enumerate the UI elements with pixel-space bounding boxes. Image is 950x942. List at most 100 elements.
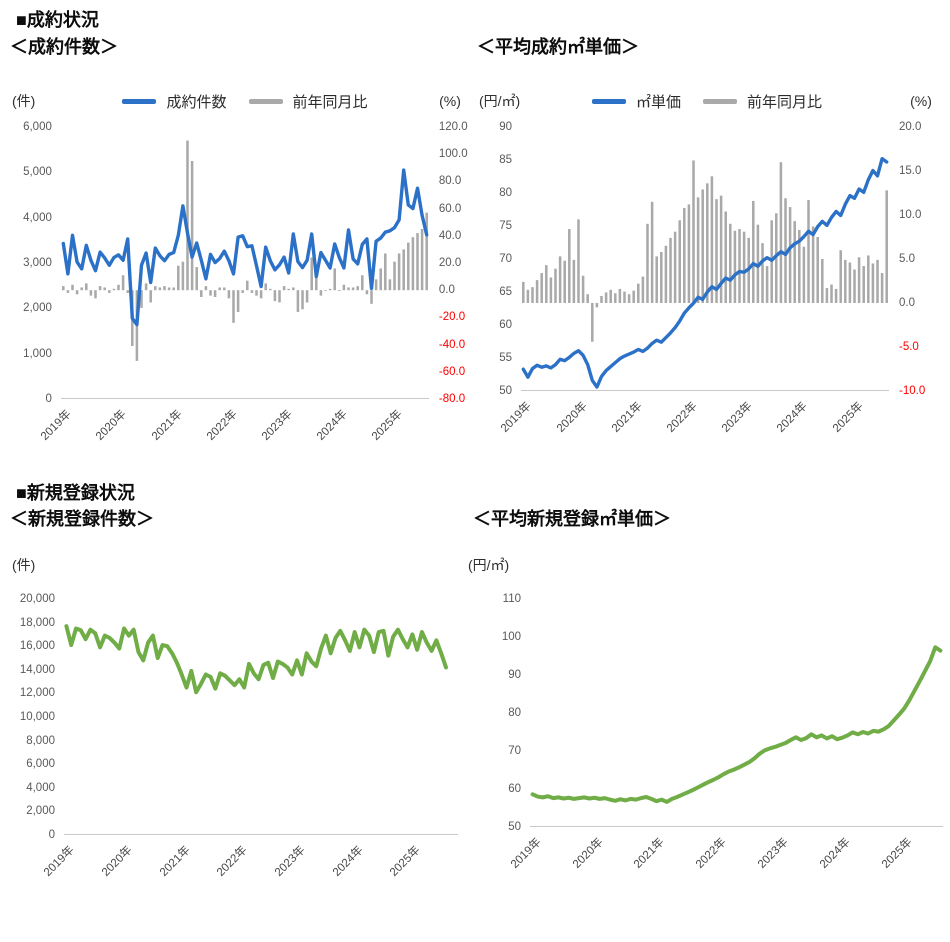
y-tick-label: 80 bbox=[508, 707, 521, 719]
y-tick-label: 55 bbox=[499, 352, 512, 364]
y-tick-label: 110 bbox=[502, 593, 521, 605]
y-tick-label: -80.0 bbox=[438, 393, 466, 405]
x-tick-label: 2024年 bbox=[330, 844, 366, 879]
legend-swatch-icon bbox=[703, 98, 737, 104]
y-tick-label: 6,000 bbox=[26, 758, 55, 771]
y-tick-label: 12,000 bbox=[19, 687, 55, 700]
plot-area: 2019年 2020年 2021年 2022年 2023年 2024年 2025年 bbox=[499, 127, 889, 447]
plot-row: 110 100 90 80 70 60 50 2019年 2020年 2021年 2022年 202… bbox=[460, 593, 949, 883]
x-axis-ticks: 2019年 2020年 2021年 2022年 2023年 2024年 2025年 bbox=[508, 827, 943, 883]
y-tick-label: 65 bbox=[499, 286, 512, 298]
plot-area: 2019年 2020年 2021年 2022年 2023年 2024年 2025年 bbox=[39, 127, 429, 455]
right-axis-unit: (%) bbox=[439, 93, 461, 109]
y-tick-label: 60 bbox=[499, 319, 512, 331]
y-tick-label: 100 bbox=[501, 631, 521, 643]
legend-label: 成約件数 bbox=[166, 93, 227, 111]
y-tick-label: 16,000 bbox=[19, 640, 55, 653]
legend-swatch-icon bbox=[122, 98, 157, 104]
x-tick-label: 2019年 bbox=[499, 400, 534, 435]
y-tick-label: 18,000 bbox=[19, 616, 55, 629]
plot-row: 6,000 5,000 4,000 3,000 2,000 1,000 0 2019年 202… bbox=[6, 121, 472, 455]
legend-item: ㎡単価 bbox=[591, 91, 681, 112]
legend-label: 前年同月比 bbox=[747, 93, 823, 111]
y-axis-left-ticks: 20,000 18,000 16,000 14,000 12,000 10,000 8,00… bbox=[6, 593, 64, 841]
x-tick-label: 2023年 bbox=[756, 836, 791, 871]
left-axis-unit: (円/㎡) bbox=[468, 557, 510, 573]
x-tick-label: 2021年 bbox=[157, 844, 193, 879]
y-axis-right-ticks: 120.0 100.0 80.0 60.0 40.0 20.0 0.0 -20.0 -40.0 -… bbox=[429, 121, 472, 405]
chart-canvas bbox=[60, 127, 429, 399]
y-tick-label: 50 bbox=[499, 385, 512, 397]
y-tick-label: -10.0 bbox=[899, 385, 926, 397]
y-tick-label: 70 bbox=[499, 253, 512, 265]
x-tick-label: 2020年 bbox=[570, 836, 606, 871]
x-tick-label: 2024年 bbox=[315, 408, 350, 443]
y-tick-label: -20.0 bbox=[438, 311, 466, 324]
plot-row: 20,000 18,000 16,000 14,000 12,000 10,000 8,00… bbox=[6, 593, 472, 891]
y-tick-label: 60.0 bbox=[438, 202, 462, 215]
legend-label: ㎡単価 bbox=[635, 93, 681, 111]
x-tick-label: 2022年 bbox=[204, 408, 240, 443]
y-tick-label: 0 bbox=[45, 393, 52, 405]
x-tick-label: 2021年 bbox=[632, 836, 668, 871]
contract-count-svg bbox=[60, 140, 429, 399]
y-tick-label: 5,000 bbox=[23, 166, 52, 179]
x-tick-label: 2024年 bbox=[775, 400, 810, 435]
x-tick-label: 2023年 bbox=[719, 400, 755, 435]
plot-area: 2019年 2020年 2021年 2022年 2023年 2024年 2025年 bbox=[42, 599, 458, 891]
y-tick-label: 60 bbox=[508, 783, 521, 795]
x-tick-label: 2025年 bbox=[388, 844, 423, 879]
chart-canvas bbox=[521, 127, 889, 391]
legend-row: (円/㎡) ㎡単価 前年同月比 (%) bbox=[473, 89, 949, 113]
y-tick-label: -60.0 bbox=[438, 365, 466, 378]
x-tick-label: 2020年 bbox=[554, 400, 590, 435]
x-tick-label: 2024年 bbox=[818, 836, 853, 871]
chart-title: ＜新規登録件数＞ bbox=[10, 509, 154, 529]
y-tick-label: -40.0 bbox=[438, 338, 466, 351]
x-tick-label: 2023年 bbox=[259, 408, 295, 443]
chart-card-contract-count: ＜成約件数＞ (件) 成約件数 前年同月比 (%) 6,000 5,000 4,000… bbox=[6, 33, 472, 455]
legend: 成約件数 前年同月比 bbox=[62, 91, 428, 112]
y-axis-left-ticks: 6,000 5,000 4,000 3,000 2,000 1,000 0 bbox=[6, 121, 61, 405]
y-tick-label: 6,000 bbox=[23, 121, 52, 133]
y-tick-label: 4,000 bbox=[26, 781, 55, 794]
x-axis-ticks: 2019年 2020年 2021年 2022年 2023年 2024年 2025年 bbox=[42, 835, 458, 891]
legend-row: (件) 成約件数 前年同月比 (%) bbox=[6, 89, 472, 113]
y-tick-label: -5.0 bbox=[899, 341, 919, 353]
y-tick-label: 2,000 bbox=[26, 805, 55, 818]
chart-card-new-listing-count: ＜新規登録件数＞ (件) 20,000 18,000 16,000 14,000 12,… bbox=[6, 505, 472, 891]
y-tick-label: 20.0 bbox=[438, 257, 462, 269]
x-tick-label: 2022年 bbox=[215, 844, 250, 879]
new-listing-unit-price-svg bbox=[530, 645, 943, 827]
y-tick-label: 10.0 bbox=[899, 209, 922, 221]
plot-row: 90 85 80 75 70 65 60 55 50 2019年 2020年 2021年 2022年 2… bbox=[473, 121, 949, 447]
x-tick-label: 2019年 bbox=[42, 844, 77, 879]
legend-label: 前年同月比 bbox=[292, 93, 368, 111]
y-tick-label: 90 bbox=[499, 121, 512, 133]
y-tick-label: 8,000 bbox=[26, 734, 55, 747]
y-tick-label: 90 bbox=[508, 669, 521, 681]
x-tick-label: 2020年 bbox=[94, 408, 129, 443]
y-tick-label: 15.0 bbox=[899, 165, 922, 177]
right-axis-unit: (%) bbox=[910, 93, 932, 109]
y-tick-label: 100.0 bbox=[438, 148, 468, 161]
y-tick-label: 10,000 bbox=[19, 711, 55, 723]
section-title-contract-status: ■成約状況 bbox=[16, 10, 99, 30]
chart-canvas bbox=[64, 599, 458, 835]
legend-item: 前年同月比 bbox=[248, 91, 368, 112]
section-title-new-listing-status: ■新規登録状況 bbox=[16, 483, 135, 503]
x-axis-ticks: 2019年 2020年 2021年 2022年 2023年 2024年 2025年 bbox=[499, 391, 889, 447]
y-tick-label: 80.0 bbox=[438, 175, 462, 188]
y-tick-label: 70 bbox=[508, 745, 521, 757]
y-tick-label: 50 bbox=[508, 821, 521, 833]
legend-swatch-icon bbox=[248, 98, 283, 104]
y-tick-label: 14,000 bbox=[19, 663, 55, 676]
y-tick-label: 5.0 bbox=[899, 253, 915, 265]
chart-canvas bbox=[530, 599, 943, 827]
y-tick-label: 2,000 bbox=[23, 302, 52, 315]
plot-area: 2019年 2020年 2021年 2022年 2023年 2024年 2025年 bbox=[508, 599, 943, 883]
x-tick-label: 2025年 bbox=[880, 836, 915, 871]
legend-item: 成約件数 bbox=[122, 91, 227, 112]
y-tick-label: 120.0 bbox=[438, 121, 468, 133]
